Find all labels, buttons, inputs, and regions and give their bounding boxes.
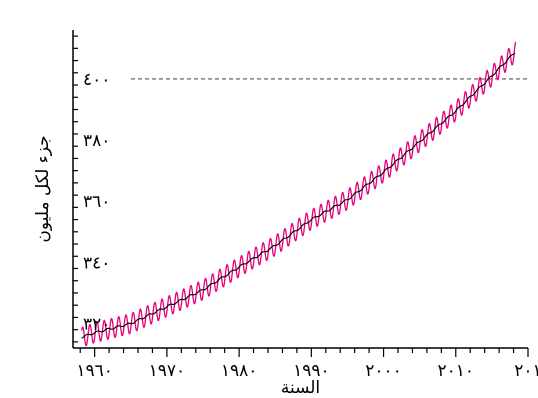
seasonal-series-line	[81, 41, 517, 347]
x-tick-label: ٢٠١	[514, 361, 538, 381]
x-axis-title: السنة	[281, 378, 320, 398]
x-tick-label: ١٩٦٠	[76, 361, 113, 381]
x-tick-label: ١٩٧٠	[149, 361, 186, 381]
y-tick-label: ٣٢٠	[83, 315, 110, 335]
x-tick-label: ١٩٩٠	[293, 361, 330, 381]
x-tick-label: ١٩٨٠	[221, 361, 258, 381]
trend-series-line	[81, 52, 516, 339]
y-axis-ticks: ٣٢٠ ٣٤٠ ٣٦٠ ٣٨٠ ٤٠٠	[73, 35, 110, 343]
series-group	[81, 41, 517, 347]
x-tick-label: ٢٠١٠	[438, 361, 475, 381]
y-axis-title: جزء لكل مليون	[33, 135, 53, 242]
axes	[72, 30, 528, 349]
x-tick-label: ٢٠٠٠	[365, 361, 402, 381]
y-tick-label: ٤٠٠	[83, 70, 110, 90]
y-tick-label: ٣٦٠	[83, 192, 110, 212]
y-tick-label: ٣٤٠	[83, 253, 110, 273]
y-tick-label: ٣٨٠	[83, 131, 110, 151]
x-axis-ticks: ١٩٦٠ ١٩٧٠ ١٩٨٠ ١٩٩٠ ٢٠٠٠ ٢٠١٠ ٢٠١	[76, 348, 538, 381]
